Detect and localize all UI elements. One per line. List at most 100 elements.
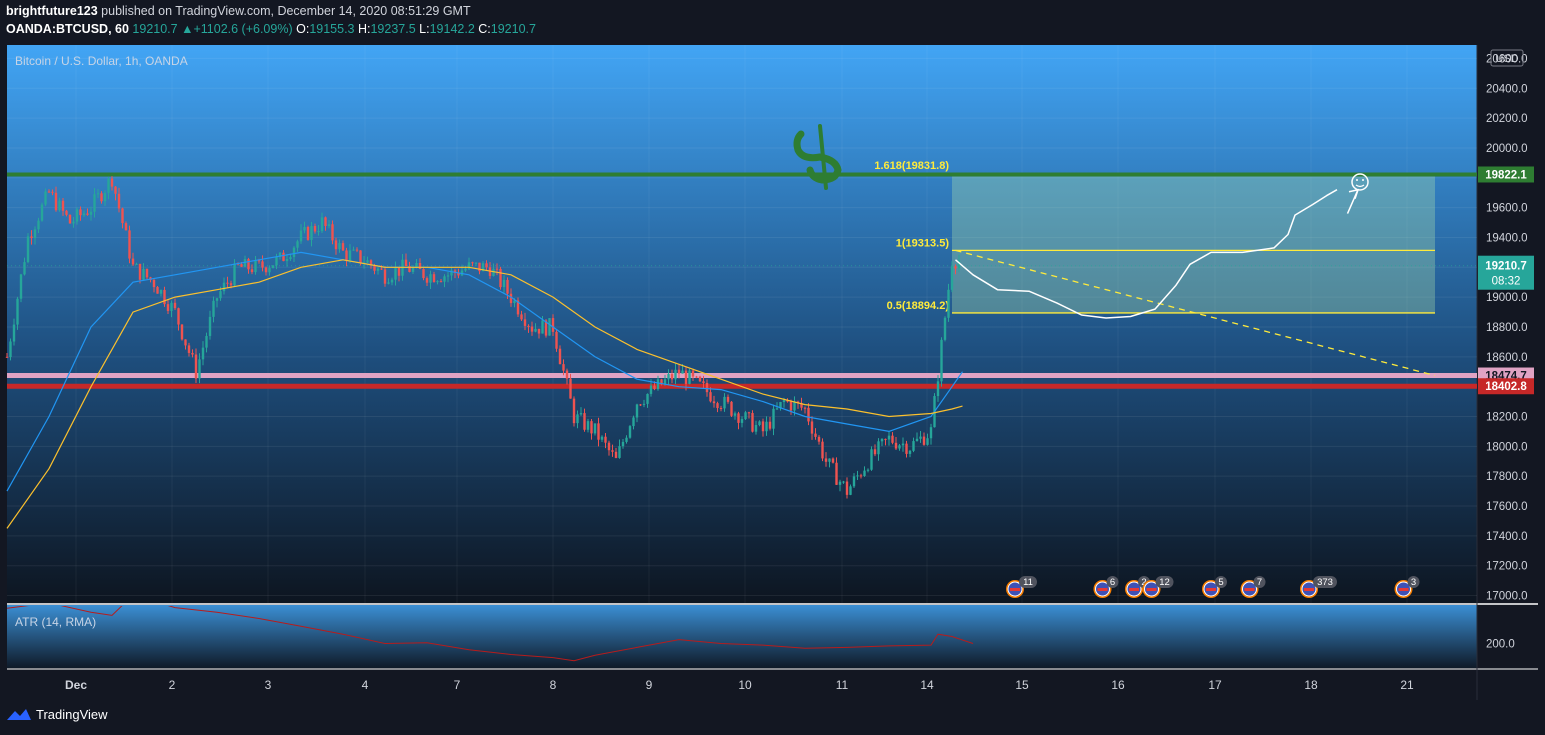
candle-body (565, 370, 569, 379)
candle-body (268, 268, 271, 273)
candle-body (317, 231, 320, 233)
ema-fast-line (6, 251, 963, 492)
event-count: 11 (1023, 577, 1033, 588)
candle-body (719, 407, 723, 409)
candle-body (667, 374, 670, 380)
us-flag-stripe-icon (1244, 588, 1255, 591)
candle-body (30, 236, 33, 239)
fib-zone[interactable]: 1.618(19831.8) 1(19313.5) 0.5(18894.2) (874, 160, 1435, 314)
candle-body (229, 283, 233, 286)
chart-title: Bitcoin / U.S. Dollar, 1h, OANDA (15, 54, 188, 68)
candle-body (740, 419, 744, 423)
currency-button[interactable]: USD (1490, 49, 1524, 67)
candle-body (439, 281, 443, 283)
candle-body (324, 217, 327, 226)
price-tick-label: 17400.0 (1486, 531, 1528, 543)
candle-body (467, 262, 471, 269)
candle-body (54, 192, 58, 211)
resistance-badge-label: 19822.1 (1485, 169, 1527, 181)
candle-body (936, 381, 940, 397)
candle-body (726, 396, 730, 402)
candle-body (810, 421, 814, 434)
drawings[interactable] (793, 124, 1436, 377)
time-tick-label: 8 (550, 678, 557, 692)
candle-body (768, 421, 772, 429)
candle-body (404, 259, 408, 267)
candle-body (341, 243, 345, 251)
time-tick-label: 14 (920, 678, 934, 692)
candle-body (12, 324, 16, 342)
candle-body (775, 408, 779, 410)
open-value: 19155.3 (309, 22, 355, 36)
candle-body (408, 266, 411, 272)
candle-body (590, 421, 593, 434)
candle-body (285, 259, 289, 262)
candle-body (943, 317, 947, 340)
atr-indicator (7, 606, 974, 662)
candle-body (712, 401, 716, 404)
last-price-badge-label: 19210.7 (1485, 261, 1527, 273)
price-axis[interactable] (1477, 45, 1538, 603)
candle-body (586, 421, 590, 430)
tradingview-logo-icon[interactable] (6, 706, 32, 722)
candle-body (89, 211, 93, 215)
time-tick-label: 16 (1111, 678, 1125, 692)
time-tick-label: 9 (646, 678, 653, 692)
candle-body (383, 269, 387, 284)
candle-body (520, 314, 523, 320)
candle-body (618, 446, 621, 458)
candle-body (698, 376, 702, 382)
candle-body (856, 475, 859, 477)
candle-body (849, 486, 852, 495)
forecast-arrow-head-icon (1348, 188, 1360, 199)
candle-body (432, 274, 436, 283)
candle-body (548, 318, 551, 336)
candle-body (842, 481, 845, 483)
candle-body (138, 263, 142, 280)
red-level-badge-box (1478, 378, 1534, 395)
candle-body (474, 262, 478, 264)
candle-body (835, 462, 838, 485)
candle-body (184, 339, 187, 346)
candle-body (289, 257, 292, 260)
candle-body (222, 282, 226, 292)
candle-body (352, 249, 355, 251)
event-markers[interactable]: 11 6 2 12 5 7 373 3 (1006, 576, 1420, 598)
candle-body (639, 404, 642, 406)
candle-body (730, 401, 733, 416)
candle-body (208, 316, 212, 336)
candle-body (747, 412, 751, 414)
candle-body (51, 191, 54, 193)
candle-body (429, 274, 432, 283)
us-flag-stripe-icon (1129, 588, 1139, 591)
candle-body (219, 291, 222, 299)
candle-body (593, 423, 597, 434)
time-tick-label: 7 (454, 678, 461, 692)
candle-body (905, 443, 908, 454)
ema-slow-line (6, 259, 963, 529)
candle-body (348, 250, 352, 261)
time-tick-label: 11 (836, 678, 849, 692)
candle-body (873, 449, 877, 455)
candle-body (530, 326, 534, 332)
candle-body (915, 438, 919, 442)
author-name[interactable]: brightfuture123 (6, 4, 98, 18)
candle-body (131, 258, 135, 265)
candle-body (646, 393, 649, 404)
candle-body (663, 379, 667, 385)
candle-body (621, 441, 625, 447)
candle-body (600, 436, 604, 440)
candle-body (838, 481, 842, 485)
candle-body (891, 435, 894, 443)
fib-zone-box (952, 173, 1435, 313)
candle-body (250, 269, 254, 273)
candle-body (215, 298, 219, 301)
candle-body (415, 262, 418, 268)
candle-body (261, 261, 264, 268)
price-tick-label: 20200.0 (1486, 113, 1528, 125)
atr-axis[interactable] (1477, 605, 1538, 668)
candle-body (198, 359, 201, 379)
candle-body (579, 413, 583, 415)
high-value: 19237.5 (370, 22, 416, 36)
